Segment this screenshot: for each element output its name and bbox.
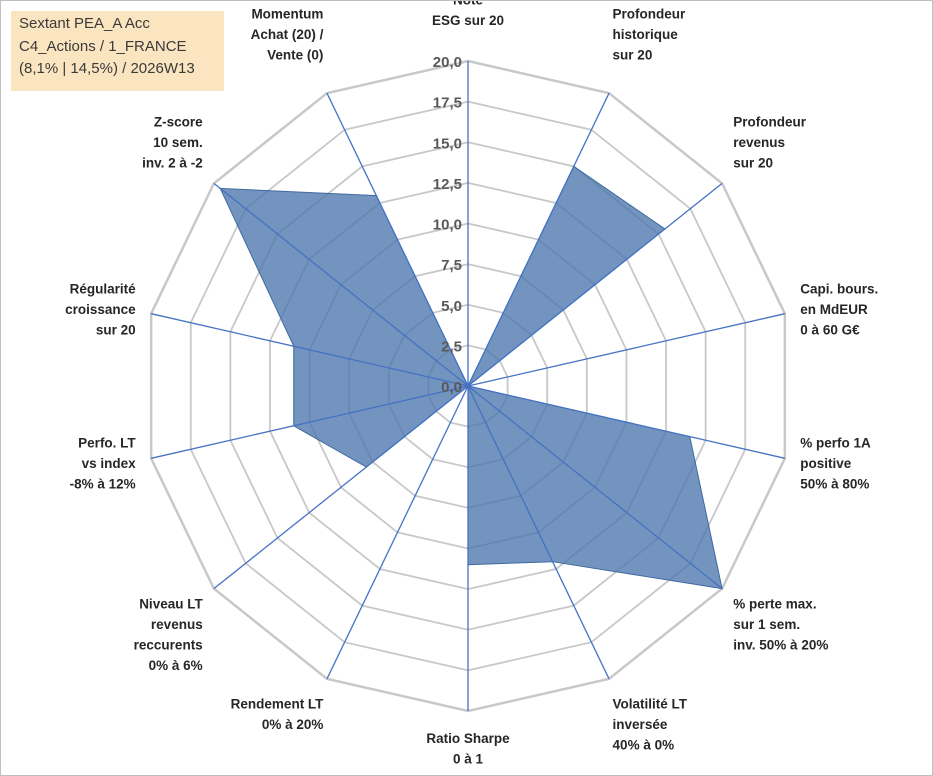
- axis-label: Momentum Achat (20) / Vente (0): [251, 6, 324, 62]
- axis-label: Capi. bours. en MdEUR 0 à 60 G€: [800, 281, 878, 337]
- axis-label: Z-score 10 sem. inv. 2 à -2: [142, 115, 203, 171]
- axis-spoke: [467, 385, 723, 590]
- data-point: [292, 345, 295, 348]
- axis-spoke: [467, 182, 723, 387]
- data-point: [664, 228, 666, 230]
- tick-label: 17,5: [433, 95, 462, 112]
- axis-spoke: [467, 313, 785, 387]
- tick-label: 7,5: [441, 257, 462, 274]
- axis-spoke: [151, 313, 469, 387]
- data-point: [467, 385, 469, 387]
- axis-label: Rendement LT 0% à 20%: [231, 697, 325, 733]
- axis-label: Régularité croissance sur 20: [65, 281, 136, 337]
- axis-label: NoteESG sur 20: [432, 1, 504, 28]
- series-area: [219, 165, 723, 590]
- axis-label: % perfo 1A positive 50% à 80%: [800, 436, 871, 492]
- tick-label: 2,5: [441, 338, 462, 355]
- data-point: [365, 466, 368, 468]
- axis-label: % perte max. sur 1 sem. inv. 50% à 20%: [733, 596, 828, 652]
- axis-spoke: [213, 182, 469, 387]
- data-point: [688, 435, 691, 438]
- data-point: [721, 587, 723, 590]
- axis-label: Ratio Sharpe 0 à 1: [426, 731, 510, 767]
- tick-label: 5,0: [441, 298, 462, 315]
- axis-spoke: [326, 92, 469, 387]
- tick-label: 12,5: [433, 176, 462, 193]
- axis-spoke: [213, 385, 469, 590]
- data-point: [219, 187, 222, 190]
- axis-label: Niveau LT revenus reccurents 0% à 6%: [134, 596, 204, 673]
- axis-label: Volatilité LT inversée 40% à 0%: [613, 697, 688, 753]
- tick-label: 0,0: [441, 379, 462, 396]
- data-point: [572, 165, 575, 168]
- axis-spoke: [151, 385, 469, 459]
- tick-label: 15,0: [433, 135, 462, 152]
- axis-spoke: [467, 92, 610, 387]
- data-point: [467, 563, 469, 566]
- fund-info-box: Sextant PEA_A Acc C4_Actions / 1_FRANCE …: [11, 11, 224, 91]
- tick-label: 20,0: [433, 54, 462, 71]
- axis-spoke: [467, 385, 785, 459]
- data-point: [375, 194, 378, 197]
- fund-stats: (8,1% | 14,5%) / 2026W13: [19, 60, 195, 77]
- axis-spoke: [467, 385, 610, 680]
- axis-label: Profondeur historique sur 20: [613, 6, 686, 62]
- tick-label: 10,0: [433, 217, 462, 234]
- axis-spoke: [326, 385, 469, 680]
- axis-label: Profondeur revenus sur 20: [733, 115, 806, 171]
- axis-label: Perfo. LT vs index -8% à 12%: [70, 436, 137, 492]
- data-point: [292, 424, 295, 427]
- data-point: [551, 560, 554, 563]
- fund-name: Sextant PEA_A Acc: [19, 15, 150, 32]
- fund-category: C4_Actions / 1_FRANCE: [19, 37, 187, 55]
